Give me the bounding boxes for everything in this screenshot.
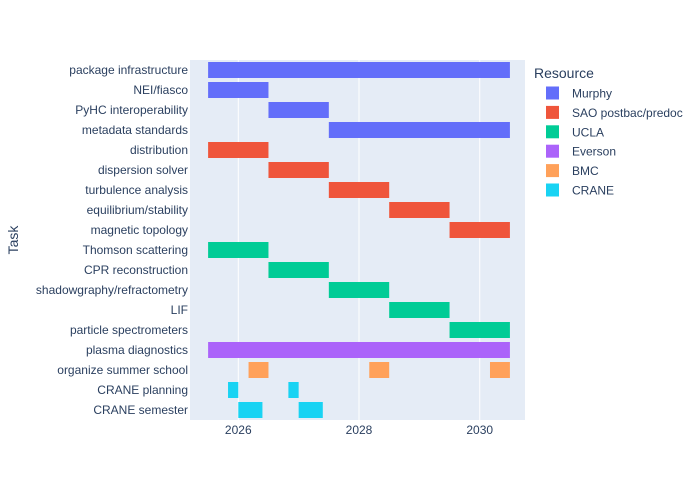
x-tick-label: 2028 bbox=[346, 423, 373, 437]
bar-organize-summer-school[interactable] bbox=[248, 362, 269, 378]
legend-label-everson[interactable]: Everson bbox=[572, 145, 616, 159]
y-tick-label-thomson-scattering: Thomson scattering bbox=[83, 243, 188, 257]
legend-label-sao-postbac-predoc[interactable]: SAO postbac/predoc bbox=[572, 106, 683, 120]
x-tick-labels: 2026 2028 2030 bbox=[225, 423, 493, 437]
legend-label-bmc[interactable]: BMC bbox=[572, 164, 599, 178]
y-tick-label-crane-planning: CRANE planning bbox=[97, 383, 188, 397]
bar-metadata-standards[interactable] bbox=[328, 122, 510, 138]
legend-title: Resource bbox=[534, 65, 594, 81]
y-tick-label-lif: LIF bbox=[171, 303, 188, 317]
y-tick-label-magnetic-topology: magnetic topology bbox=[91, 223, 188, 237]
y-tick-label-plasma-diagnostics: plasma diagnostics bbox=[86, 343, 188, 357]
legend-swatch-everson[interactable] bbox=[546, 144, 559, 158]
y-tick-label-turbulence-analysis: turbulence analysis bbox=[85, 183, 188, 197]
y-axis-title: Task bbox=[5, 225, 21, 255]
legend-swatch-bmc[interactable] bbox=[546, 164, 559, 178]
bar-plasma-diagnostics[interactable] bbox=[208, 342, 510, 358]
y-tick-label-distribution: distribution bbox=[130, 143, 188, 157]
bar-pyhc-interoperability[interactable] bbox=[268, 102, 329, 118]
bar-magnetic-topology[interactable] bbox=[449, 222, 510, 238]
x-tick-label: 2030 bbox=[466, 423, 493, 437]
y-tick-label-metadata-standards: metadata standards bbox=[82, 123, 188, 137]
y-tick-label-cpr-reconstruction: CPR reconstruction bbox=[84, 263, 188, 277]
legend-label-crane[interactable]: CRANE bbox=[572, 184, 614, 198]
bar-nei-fiasco[interactable] bbox=[208, 82, 269, 98]
y-tick-label-nei-fiasco: NEI/fiasco bbox=[133, 83, 188, 97]
bar-turbulence-analysis[interactable] bbox=[328, 182, 390, 198]
bar-organize-summer-school[interactable] bbox=[489, 362, 510, 378]
bars bbox=[208, 62, 510, 418]
plot-background bbox=[190, 60, 525, 420]
bar-lif[interactable] bbox=[389, 302, 450, 318]
y-tick-label-shadowgraphy-refractometry: shadowgraphy/refractometry bbox=[36, 283, 188, 297]
legend[interactable]: Resource Murphy SAO postbac/predoc UCLA Eve… bbox=[534, 65, 683, 198]
bar-crane-planning[interactable] bbox=[228, 382, 239, 398]
y-tick-label-dispersion-solver: dispersion solver bbox=[98, 163, 188, 177]
y-tick-label-organize-summer-school: organize summer school bbox=[57, 363, 188, 377]
bar-equilibrium-stability[interactable] bbox=[389, 202, 450, 218]
legend-swatch-ucla[interactable] bbox=[546, 125, 559, 139]
y-tick-label-particle-spectrometers: particle spectrometers bbox=[70, 323, 188, 337]
x-grid bbox=[237, 60, 481, 420]
legend-swatch-sao-postbac-predoc[interactable] bbox=[546, 105, 559, 119]
legend-swatch-murphy[interactable] bbox=[546, 86, 559, 100]
y-tick-label-crane-semester: CRANE semester bbox=[93, 403, 188, 417]
legend-label-ucla[interactable]: UCLA bbox=[572, 125, 604, 139]
bar-dispersion-solver[interactable] bbox=[268, 162, 329, 178]
bar-particle-spectrometers[interactable] bbox=[449, 322, 510, 338]
bar-shadowgraphy-refractometry[interactable] bbox=[328, 282, 390, 298]
legend-swatch-crane[interactable] bbox=[546, 183, 559, 197]
bar-crane-semester[interactable] bbox=[298, 402, 323, 418]
bar-crane-planning[interactable] bbox=[288, 382, 299, 398]
y-tick-labels: package infrastructure NEI/fiasco PyHC int… bbox=[36, 63, 188, 417]
bar-cpr-reconstruction[interactable] bbox=[268, 262, 329, 278]
bar-crane-semester[interactable] bbox=[238, 402, 263, 418]
y-tick-label-pyhc-interoperability: PyHC interoperability bbox=[75, 103, 188, 117]
y-tick-label-package-infrastructure: package infrastructure bbox=[69, 63, 188, 77]
legend-label-murphy[interactable]: Murphy bbox=[572, 87, 612, 101]
bar-distribution[interactable] bbox=[208, 142, 269, 158]
bar-package-infrastructure[interactable] bbox=[208, 62, 510, 78]
x-tick-label: 2026 bbox=[225, 423, 252, 437]
y-tick-label-equilibrium-stability: equilibrium/stability bbox=[87, 203, 188, 217]
bar-organize-summer-school[interactable] bbox=[369, 362, 390, 378]
bar-thomson-scattering[interactable] bbox=[208, 242, 269, 258]
